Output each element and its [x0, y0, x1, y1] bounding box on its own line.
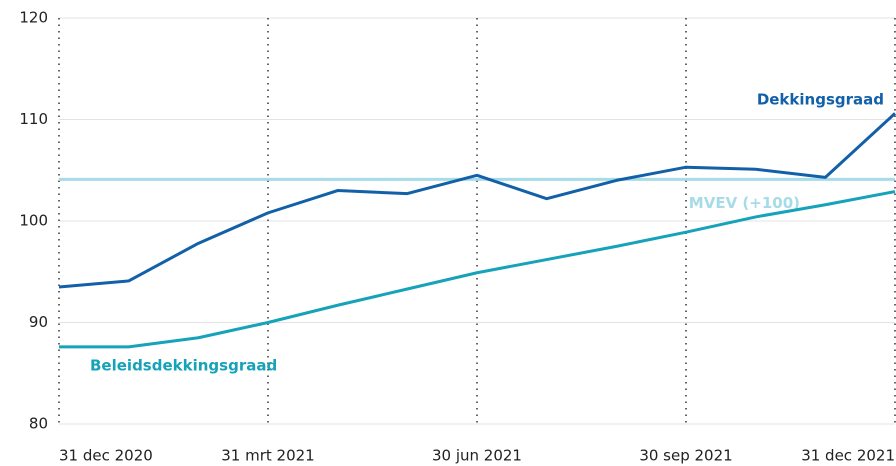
reference-label: MVEV (+100)	[689, 194, 800, 212]
y-tick-label: 110	[19, 110, 48, 128]
series-label: Dekkingsgraad	[757, 91, 884, 109]
series-label: Beleidsdekkingsgraad	[90, 357, 277, 375]
x-tick-label: 31 dec 2020	[59, 447, 153, 465]
series-line	[58, 112, 896, 289]
x-tick-label: 30 jun 2021	[432, 447, 522, 465]
x-tick-label: 31 mrt 2021	[221, 447, 314, 465]
x-tick-label: 31 dec 2021	[801, 447, 895, 465]
x-tick-label: 30 sep 2021	[639, 447, 732, 465]
series-line	[59, 190, 896, 349]
y-tick-label: 80	[29, 415, 48, 433]
y-tick-label: 100	[19, 212, 48, 230]
y-tick-label: 90	[29, 313, 48, 331]
y-tick-label: 120	[19, 9, 48, 27]
